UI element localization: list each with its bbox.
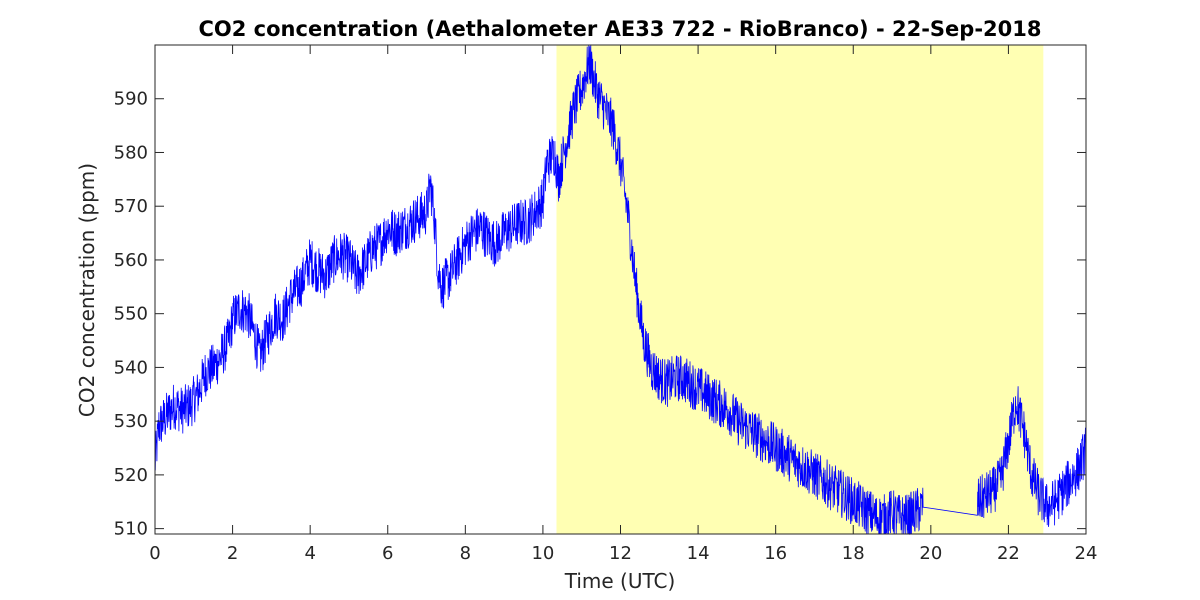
y-tick-label: 520 bbox=[114, 465, 148, 486]
x-tick-label: 6 bbox=[382, 543, 393, 564]
chart-title: CO2 concentration (Aethalometer AE33 722… bbox=[199, 17, 1042, 41]
y-tick-label: 570 bbox=[114, 196, 148, 217]
y-tick-label: 530 bbox=[114, 411, 148, 432]
x-tick-label: 16 bbox=[764, 543, 787, 564]
x-tick-label: 12 bbox=[609, 543, 632, 564]
x-tick-label: 24 bbox=[1075, 543, 1098, 564]
y-axis-ticks: 510 520 530 540 550 560 570 580 590 bbox=[114, 89, 1086, 540]
x-tick-label: 22 bbox=[997, 543, 1020, 564]
y-tick-label: 510 bbox=[114, 519, 148, 540]
y-tick-label: 560 bbox=[114, 250, 148, 271]
x-tick-label: 10 bbox=[531, 543, 554, 564]
y-tick-label: 550 bbox=[114, 304, 148, 325]
y-tick-label: 590 bbox=[114, 89, 148, 110]
x-tick-label: 20 bbox=[919, 543, 942, 564]
x-tick-label: 4 bbox=[304, 543, 315, 564]
y-tick-label: 540 bbox=[114, 357, 148, 378]
y-axis-label: CO2 concentration (ppm) bbox=[75, 163, 99, 417]
x-tick-label: 18 bbox=[842, 543, 865, 564]
x-tick-label: 8 bbox=[460, 543, 471, 564]
x-tick-label: 14 bbox=[687, 543, 710, 564]
x-tick-label: 0 bbox=[149, 543, 160, 564]
x-axis-label: Time (UTC) bbox=[564, 569, 676, 593]
x-tick-label: 2 bbox=[227, 543, 238, 564]
y-tick-label: 580 bbox=[114, 142, 148, 163]
x-axis-ticks: 0 2 4 6 8 10 12 14 16 18 20 22 24 bbox=[149, 45, 1097, 564]
